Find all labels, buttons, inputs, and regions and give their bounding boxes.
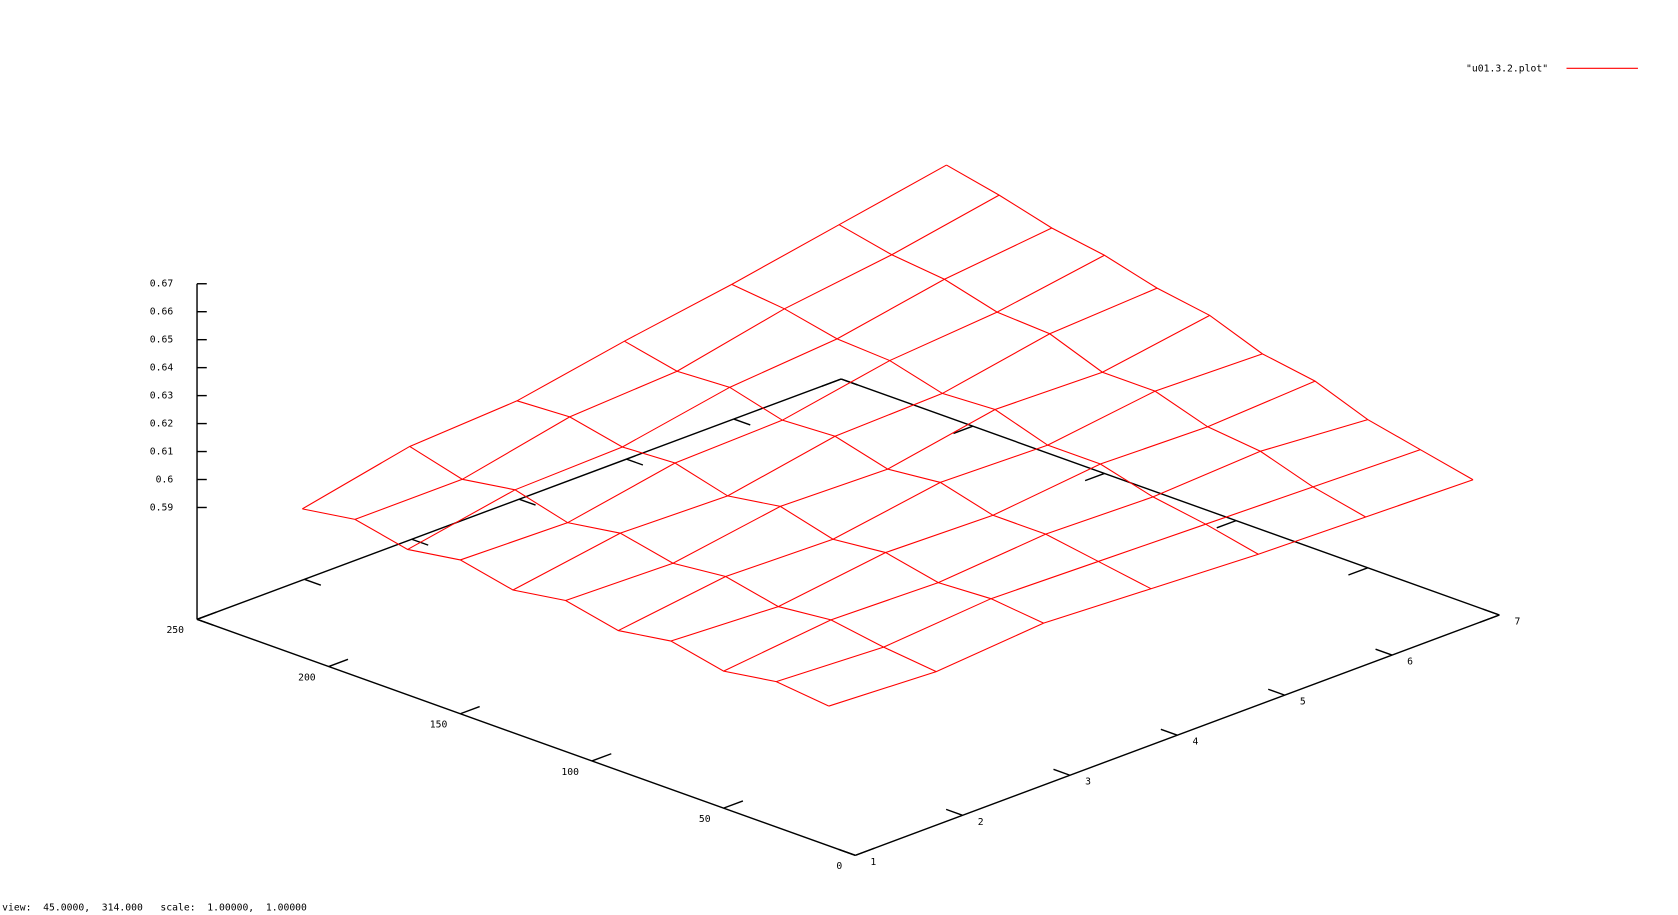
- z-tick-label: 0.63: [150, 391, 174, 402]
- mesh-column: [516, 400, 1044, 624]
- x-tick: [1160, 728, 1178, 736]
- y-tick: [328, 658, 349, 668]
- mesh-row: [828, 479, 1474, 707]
- mesh-column: [838, 224, 1366, 518]
- mesh-row: [460, 254, 1105, 561]
- y-tick: [591, 753, 612, 762]
- y-tick-label: 150: [430, 720, 448, 731]
- z-tick-label: 0.62: [150, 419, 174, 430]
- y-tick: [1084, 472, 1105, 482]
- y-tick: [723, 800, 744, 809]
- z-tick-label: 0.61: [150, 447, 174, 458]
- x-tick-label: 7: [1515, 617, 1521, 628]
- x-tick: [626, 458, 644, 466]
- mesh-column: [409, 445, 937, 673]
- mesh-column: [624, 340, 1152, 590]
- y-tick: [460, 705, 480, 715]
- x-tick: [1482, 608, 1500, 616]
- x-tick: [1375, 648, 1393, 656]
- x-tick-label: 4: [1192, 737, 1198, 748]
- x-tick: [518, 498, 536, 506]
- x-tick: [840, 378, 858, 386]
- x-tick: [1053, 768, 1071, 776]
- x-tick: [304, 578, 322, 586]
- mesh-column: [946, 164, 1474, 481]
- x-tick: [838, 848, 856, 857]
- y-tick: [854, 847, 875, 857]
- y-tick: [1348, 567, 1368, 576]
- mesh-row: [354, 194, 1000, 520]
- y-tick-label: 250: [166, 625, 184, 636]
- mesh-row: [302, 164, 947, 510]
- y-tick-label: 200: [298, 672, 316, 683]
- y-axis: [196, 618, 856, 857]
- y-tick-label: 0: [836, 861, 842, 872]
- x-tick-label: 6: [1407, 657, 1413, 668]
- mesh-row: [565, 314, 1211, 601]
- z-tick-label: 0.67: [150, 279, 174, 290]
- x-tick-label: 1: [870, 857, 876, 868]
- x-tick: [1267, 688, 1285, 696]
- x-tick: [733, 418, 751, 426]
- legend-label: "u01.3.2.plot": [1466, 63, 1548, 74]
- mesh-column: [731, 283, 1259, 555]
- mesh-row: [670, 380, 1316, 642]
- y-tick: [1216, 519, 1237, 529]
- y-tick: [953, 425, 974, 435]
- z-tick-label: 0.66: [150, 307, 174, 318]
- y-tick-label: 50: [699, 814, 711, 825]
- x-tick-label: 3: [1085, 777, 1091, 788]
- z-tick-label: 0.6: [156, 475, 174, 486]
- y-tick: [821, 378, 842, 387]
- mesh-row: [407, 227, 1053, 550]
- status-line: view: 45.0000, 314.000 scale: 1.00000, 1…: [2, 902, 307, 913]
- z-tick-label: 0.59: [150, 502, 174, 513]
- z-tick-label: 0.64: [150, 363, 174, 374]
- x-tick: [196, 618, 214, 626]
- z-tick-label: 0.65: [150, 335, 174, 346]
- mesh-row: [776, 449, 1421, 683]
- x-tick: [945, 808, 963, 816]
- y-tick: [196, 611, 217, 621]
- mesh-column: [302, 508, 830, 707]
- x-tick-label: 5: [1300, 697, 1306, 708]
- y-tick: [1479, 614, 1500, 623]
- x-tick-label: 2: [978, 817, 984, 828]
- mesh-row: [723, 419, 1368, 672]
- y-tick-label: 100: [561, 767, 579, 778]
- base-edge: [840, 378, 1500, 616]
